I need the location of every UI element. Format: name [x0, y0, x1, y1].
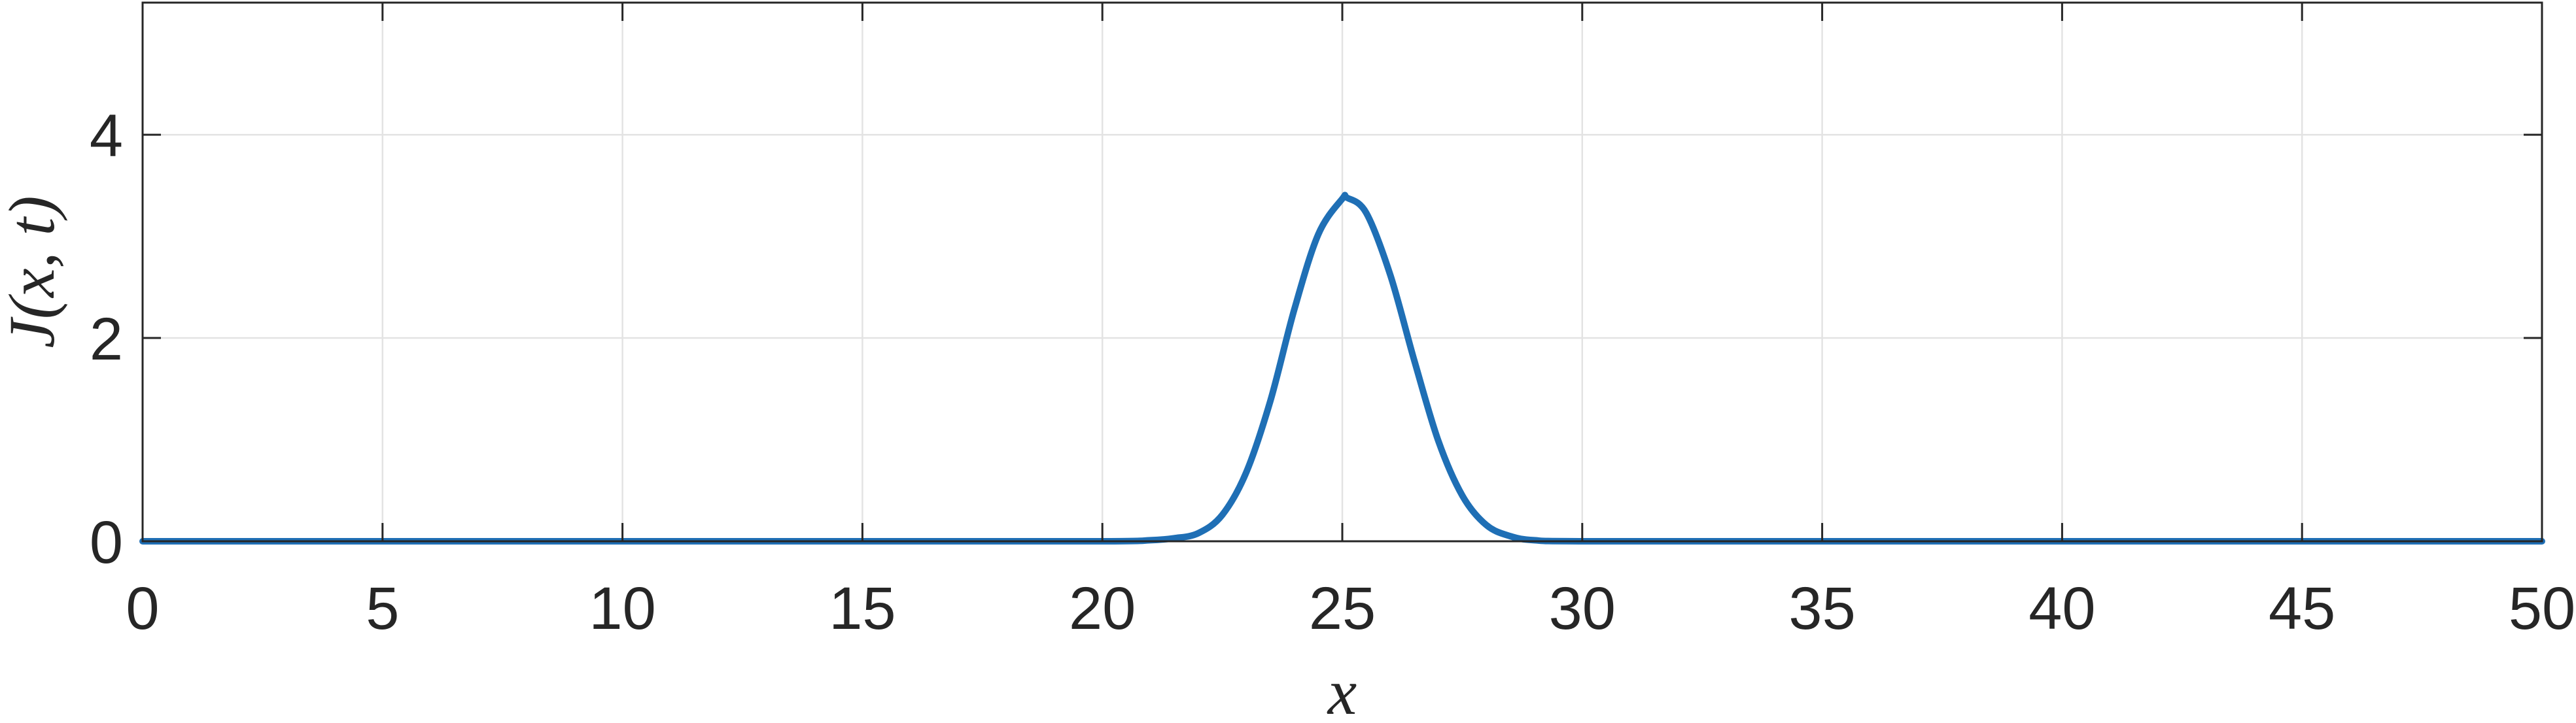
x-tick-label: 25	[1309, 575, 1376, 642]
ticks: 0 5 10 15 20 25 30 35 40 45 50 0 2 4	[90, 3, 2575, 642]
grid	[143, 3, 2542, 541]
x-tick-label: 20	[1069, 575, 1136, 642]
y-tick-label: 2	[90, 306, 123, 373]
x-tick-label: 5	[366, 575, 399, 642]
y-axis-label: J(x, t)	[0, 195, 68, 348]
x-tick-label: 15	[829, 575, 896, 642]
x-tick-label: 35	[1788, 575, 1855, 642]
x-tick-label: 0	[126, 575, 159, 642]
x-tick-label: 40	[2028, 575, 2095, 642]
y-tick-label: 4	[90, 103, 123, 169]
y-tick-label: 0	[90, 509, 123, 576]
x-tick-label: 50	[2509, 575, 2575, 642]
x-tick-label: 10	[589, 575, 655, 642]
x-axis-label: x	[1327, 656, 1357, 723]
x-tick-label: 45	[2269, 575, 2335, 642]
x-tick-label: 30	[1549, 575, 1616, 642]
